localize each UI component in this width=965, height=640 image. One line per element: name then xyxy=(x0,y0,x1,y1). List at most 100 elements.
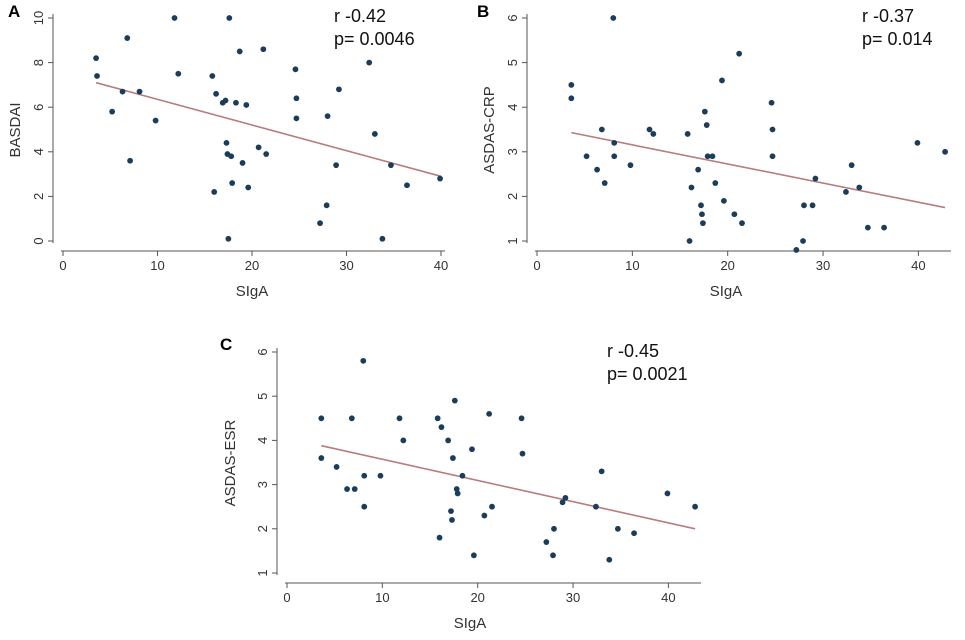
data-point xyxy=(324,113,331,120)
p-value-annotation: p= 0.014 xyxy=(862,29,933,49)
y-tick-label: 0 xyxy=(31,237,46,244)
x-tick-label: 10 xyxy=(625,258,639,273)
y-tick-label: 6 xyxy=(505,14,520,21)
p-value-annotation: p= 0.0021 xyxy=(607,364,688,384)
data-point xyxy=(489,503,495,510)
data-point xyxy=(293,95,300,102)
data-point xyxy=(243,102,250,108)
data-point xyxy=(801,202,807,209)
data-point xyxy=(127,157,133,164)
data-point xyxy=(695,166,702,173)
data-point xyxy=(481,512,488,519)
x-tick-label: 30 xyxy=(566,590,580,605)
data-point xyxy=(664,490,671,497)
data-point xyxy=(712,180,719,186)
data-point xyxy=(627,162,634,169)
data-point xyxy=(396,415,403,422)
data-point xyxy=(601,180,608,186)
data-point xyxy=(568,82,575,88)
data-point xyxy=(209,73,216,79)
correlation-r-annotation: r -0.42 xyxy=(334,6,386,26)
data-point xyxy=(344,486,350,492)
data-point xyxy=(119,88,126,95)
data-point xyxy=(611,139,618,146)
data-point xyxy=(881,224,887,231)
data-point xyxy=(800,238,806,244)
y-tick-label: 1 xyxy=(505,237,520,244)
data-point xyxy=(226,15,233,21)
data-point xyxy=(793,247,800,253)
data-point xyxy=(239,160,246,166)
data-point xyxy=(731,211,738,218)
y-tick-label: 4 xyxy=(31,148,46,155)
data-point xyxy=(704,153,711,160)
data-point xyxy=(454,490,461,497)
x-tick-label: 20 xyxy=(720,258,734,273)
data-point xyxy=(550,552,556,559)
data-point xyxy=(650,131,657,137)
data-point xyxy=(293,115,300,122)
y-axis-title: BASDAI xyxy=(7,102,24,157)
data-point xyxy=(942,148,948,155)
data-point xyxy=(211,189,218,195)
data-point xyxy=(366,59,373,66)
data-point xyxy=(348,415,355,422)
regression-line xyxy=(321,444,696,530)
data-point xyxy=(684,131,691,137)
data-point xyxy=(698,202,704,209)
data-point xyxy=(404,182,410,189)
data-point xyxy=(223,139,230,146)
data-point xyxy=(769,126,776,133)
y-tick-label: 10 xyxy=(31,11,46,25)
data-point xyxy=(93,55,99,62)
data-point xyxy=(233,99,239,106)
chart-panel-a: 0 2 4 6 8 10 0 10 20 30 40 BASDAI SIgA A r -0.42 p= 0.0… xyxy=(7,2,448,300)
data-point xyxy=(699,211,705,218)
data-point xyxy=(736,50,743,57)
data-point xyxy=(229,180,236,186)
data-point xyxy=(109,108,116,115)
y-axis-title: ASDAS-CRP xyxy=(481,86,498,174)
regression-line xyxy=(571,131,946,209)
data-point xyxy=(739,220,745,227)
x-tick-label: 30 xyxy=(816,258,830,273)
data-point xyxy=(434,415,441,422)
data-point xyxy=(719,77,725,84)
y-tick-label: 6 xyxy=(31,104,46,111)
x-tick-label: 0 xyxy=(283,590,290,605)
data-point xyxy=(703,122,710,128)
data-point xyxy=(438,424,445,431)
data-point xyxy=(318,455,325,461)
data-point xyxy=(448,508,454,515)
data-point xyxy=(152,117,159,124)
x-axis-title: SIgA xyxy=(454,615,487,632)
data-point xyxy=(333,162,340,169)
x-tick-label: 20 xyxy=(245,258,259,273)
data-point xyxy=(593,503,599,510)
data-point xyxy=(469,446,475,453)
data-point xyxy=(769,153,776,160)
correlation-r-annotation: r -0.45 xyxy=(607,341,659,361)
data-point xyxy=(451,397,458,404)
chart-panel-b: 1 2 3 4 5 6 0 10 20 30 40 ASDAS-CRP SIgA B r -0.37 p= 0… xyxy=(477,2,951,300)
x-tick-label: 0 xyxy=(533,258,540,273)
data-point xyxy=(175,70,182,77)
data-point xyxy=(594,166,600,173)
data-point xyxy=(614,525,621,532)
x-tick-label: 0 xyxy=(59,258,66,273)
data-point xyxy=(583,153,590,160)
data-point xyxy=(843,189,849,195)
data-point xyxy=(260,46,267,53)
data-point xyxy=(700,220,706,227)
data-point xyxy=(551,525,557,532)
data-point xyxy=(562,494,569,501)
panel-letter: A xyxy=(8,2,20,21)
data-point xyxy=(124,35,131,41)
data-point xyxy=(388,162,394,169)
data-point xyxy=(598,468,605,475)
data-point xyxy=(856,184,863,191)
x-tick-label: 40 xyxy=(911,258,925,273)
data-point xyxy=(94,73,100,79)
data-point xyxy=(379,235,386,242)
data-point xyxy=(812,175,819,182)
